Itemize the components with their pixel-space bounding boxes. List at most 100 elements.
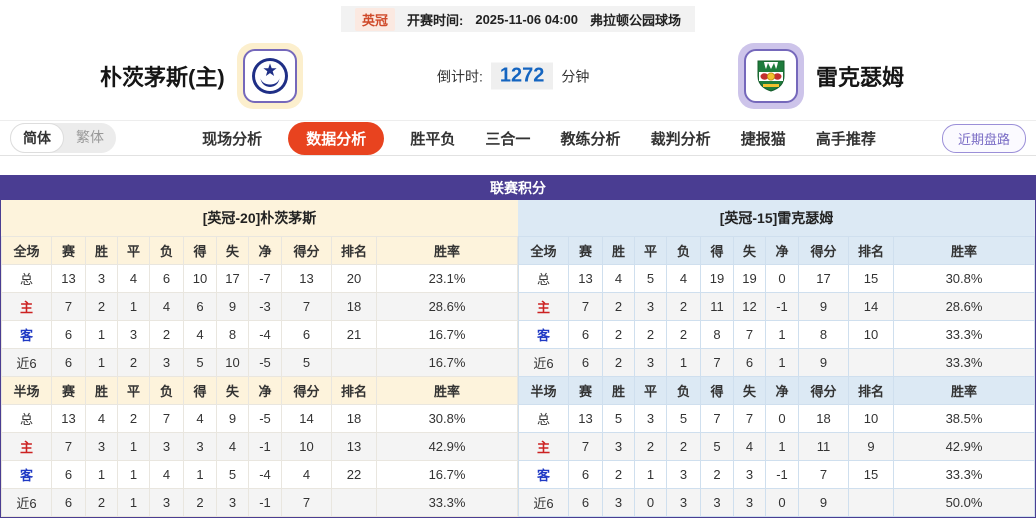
stats-row: 总 13 4 2 7 4 9 -5 14 18 30.8%	[1, 404, 518, 433]
stats-cell: 7	[281, 292, 332, 321]
nav-item[interactable]: 裁判分析	[650, 130, 711, 148]
stats-cell: 6	[568, 460, 603, 489]
stats-cell: 18	[798, 404, 849, 433]
stats-cell: 2	[602, 320, 635, 349]
stats-cell: -1	[248, 488, 282, 517]
stats-cell: 11	[700, 292, 734, 321]
stats-cell: 8	[216, 320, 249, 349]
stats-cell: 33.3%	[893, 460, 1035, 489]
column-header-cell: 胜率	[893, 376, 1035, 405]
stats-table-home: 全场赛胜平负得失净得分 排名 胜率总 13 3 4 6 10 17 -7 13 20 23.1% 主 7 2 1…	[1, 236, 518, 517]
nav-item[interactable]: 三合一	[485, 130, 531, 148]
stats-cell: 15	[848, 460, 894, 489]
stats-cell: 13	[568, 404, 603, 433]
stats-cell: 6	[281, 320, 332, 349]
countdown-label: 倒计时:	[437, 68, 483, 84]
stats-cell: 22	[331, 460, 377, 489]
stats-table-away: 全场赛胜平负得失净得分 排名 胜率总 13 4 5 4 19 19 0 17 15 30.8% 主 7 2 3 2…	[518, 236, 1035, 517]
column-header-cell: 胜率	[376, 376, 518, 405]
column-header-cell: 失	[216, 236, 249, 265]
stats-cell: 3	[85, 264, 118, 293]
stats-cell: 3	[183, 432, 217, 461]
stats-cell: 6	[51, 460, 86, 489]
row-label-cell: 客	[1, 320, 52, 349]
stats-cell: 2	[602, 460, 635, 489]
stats-cell: 3	[733, 460, 766, 489]
stats-cell: 3	[602, 488, 635, 517]
stats-cell: 5	[666, 404, 701, 433]
league-badge[interactable]: 英冠	[354, 7, 395, 31]
away-team-block: 雷克瑟姆	[738, 43, 904, 109]
stats-cell: 1	[666, 348, 701, 377]
stats-cell: -4	[248, 460, 282, 489]
stats-cell: 9	[798, 488, 849, 517]
row-label-cell: 主	[1, 292, 52, 321]
stats-row: 总 13 5 3 5 7 7 0 18 10 38.5%	[518, 404, 1035, 433]
stats-cell: 1	[765, 320, 799, 349]
nav-item[interactable]: 捷报猫	[740, 130, 786, 148]
stats-cell: 38.5%	[893, 404, 1035, 433]
column-header-cell: 得	[183, 376, 217, 405]
column-header-cell: 净	[765, 376, 799, 405]
stats-row: 客 6 2 1 3 2 3 -1 7 15 33.3%	[518, 460, 1035, 489]
stats-cell: 6	[149, 264, 184, 293]
stats-cell: 4	[183, 404, 217, 433]
stats-cell: 2	[85, 488, 118, 517]
column-header-cell: 全场	[1, 236, 52, 265]
stats-row: 近6 6 2 1 3 2 3 -1 7 33.3%	[1, 488, 518, 517]
stats-cell: 10	[848, 404, 894, 433]
teams-grid: [英冠-20]朴茨茅斯 全场赛胜平负得失净得分 排名 胜率总 13 3 4 6 10 17 -7 1…	[1, 200, 1035, 517]
row-label-cell: 近6	[1, 488, 52, 517]
recent-odds-button[interactable]: 近期盘路	[941, 123, 1026, 153]
stats-cell: 3	[733, 488, 766, 517]
stats-cell: 33.3%	[893, 320, 1035, 349]
stats-cell: 4	[183, 320, 217, 349]
away-team-logo	[738, 43, 804, 109]
stats-cell: 6	[568, 488, 603, 517]
nav-item[interactable]: 现场分析	[202, 130, 263, 148]
lang-simplified[interactable]: 简体	[10, 123, 64, 153]
language-toggle: 简体 繁体	[10, 123, 116, 153]
match-info-bar: 英冠 开赛时间: 2025-11-06 04:00 弗拉顿公园球场	[340, 6, 696, 32]
lang-traditional[interactable]: 繁体	[76, 129, 104, 145]
nav-item[interactable]: 高手推荐	[815, 130, 876, 148]
stats-cell: 1	[85, 320, 118, 349]
stats-cell: 0	[765, 404, 799, 433]
stats-cell: 4	[149, 460, 184, 489]
venue-name: 弗拉顿公园球场	[590, 12, 682, 28]
stats-cell: -4	[248, 320, 282, 349]
stats-cell: 4	[149, 292, 184, 321]
stats-cell: 6	[183, 292, 217, 321]
stats-cell	[848, 488, 894, 517]
nav-item[interactable]: 胜平负	[410, 130, 456, 148]
column-header-row: 半场赛胜平负得失净得分 排名 胜率	[1, 376, 518, 405]
home-stats-half: [英冠-20]朴茨茅斯 全场赛胜平负得失净得分 排名 胜率总 13 3 4 6 10 17 -7 1…	[1, 200, 518, 517]
stats-row: 客 6 2 2 2 8 7 1 8 10 33.3%	[518, 320, 1035, 349]
stats-cell: 0	[765, 488, 799, 517]
stats-cell: 2	[700, 460, 734, 489]
stats-cell: 9	[798, 348, 849, 377]
portsmouth-crest-icon	[242, 49, 297, 103]
nav-item[interactable]: 教练分析	[560, 130, 621, 148]
column-header-cell: 胜率	[376, 236, 518, 265]
stats-cell: 0	[634, 488, 667, 517]
nav-item[interactable]: 数据分析	[288, 121, 385, 155]
stats-cell: 1	[117, 292, 150, 321]
column-header-cell: 排名	[848, 236, 894, 265]
column-header-cell: 胜	[602, 236, 635, 265]
row-label-cell: 主	[1, 432, 52, 461]
stats-cell: 3	[216, 488, 249, 517]
top-bar-row: 英冠 开赛时间: 2025-11-06 04:00 弗拉顿公园球场	[0, 0, 1036, 32]
column-header-row: 全场赛胜平负得失净得分 排名 胜率	[1, 236, 518, 265]
stats-cell: 28.6%	[893, 292, 1035, 321]
row-label-cell: 总	[518, 264, 569, 293]
stats-cell: 6	[51, 488, 86, 517]
stats-cell: 17	[216, 264, 249, 293]
home-team-name: 朴茨茅斯(主)	[100, 65, 225, 90]
stats-cell: 1	[85, 460, 118, 489]
stats-cell: 2	[602, 348, 635, 377]
stats-cell: 2	[117, 348, 150, 377]
stats-cell: 1	[117, 432, 150, 461]
stats-cell	[331, 488, 377, 517]
stats-cell: 21	[331, 320, 377, 349]
